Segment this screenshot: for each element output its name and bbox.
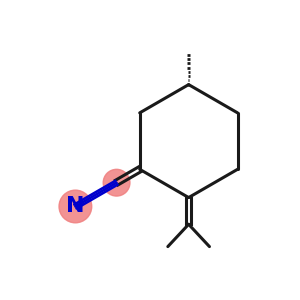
Circle shape <box>59 190 92 223</box>
Text: N: N <box>66 196 85 217</box>
Circle shape <box>103 169 130 196</box>
